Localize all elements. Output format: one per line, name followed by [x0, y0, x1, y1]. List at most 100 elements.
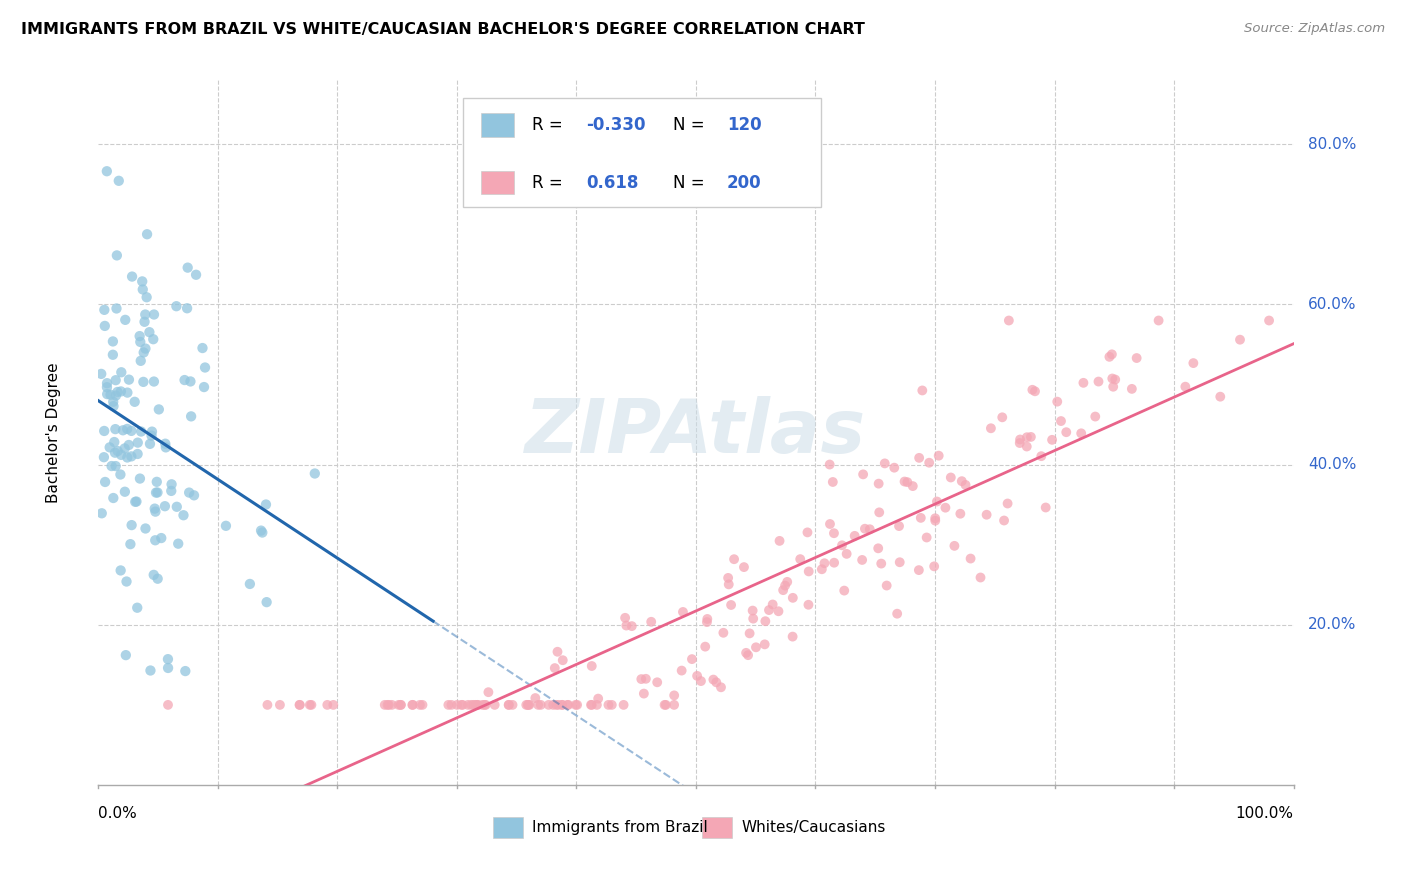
Point	[853, 522, 876, 536]
Point	[893, 475, 915, 489]
Point	[90, 367, 112, 381]
Point	[180, 409, 202, 424]
Point	[134, 521, 156, 535]
Point	[165, 299, 187, 313]
Point	[104, 422, 127, 436]
Point	[851, 553, 873, 567]
Point	[1010, 433, 1032, 447]
Text: 100.0%: 100.0%	[1236, 806, 1294, 822]
Point	[754, 614, 776, 628]
Text: 40.0%: 40.0%	[1308, 458, 1357, 472]
Point	[782, 630, 804, 644]
Point	[120, 424, 142, 438]
Point	[153, 499, 176, 513]
Point	[179, 485, 201, 500]
Point	[516, 698, 538, 712]
Point	[1084, 409, 1107, 424]
Text: Whites/Caucasians: Whites/Caucasians	[741, 820, 886, 835]
Point	[173, 373, 195, 387]
Point	[498, 698, 520, 712]
Point	[174, 664, 197, 678]
Point	[918, 456, 941, 470]
Point	[686, 669, 709, 683]
Point	[110, 467, 132, 482]
Point	[868, 505, 890, 519]
Point	[121, 518, 143, 533]
Point	[922, 559, 945, 574]
Point	[581, 698, 603, 712]
Point	[117, 385, 139, 400]
Point	[925, 494, 948, 508]
Point	[704, 675, 727, 690]
Point	[735, 646, 758, 660]
Point	[950, 474, 973, 488]
Point	[859, 522, 882, 536]
Point	[254, 498, 277, 512]
Point	[868, 476, 890, 491]
Point	[1209, 390, 1232, 404]
Point	[598, 698, 620, 712]
Point	[564, 698, 586, 712]
Point	[1021, 383, 1043, 397]
Point	[527, 698, 550, 712]
Point	[723, 552, 745, 566]
Point	[155, 441, 177, 455]
Point	[467, 698, 489, 712]
Point	[782, 591, 804, 605]
Point	[633, 687, 655, 701]
Point	[823, 526, 845, 541]
Point	[107, 444, 129, 458]
Point	[377, 698, 399, 712]
Point	[134, 308, 156, 322]
Point	[537, 698, 560, 712]
Point	[120, 450, 142, 464]
Point	[110, 384, 132, 399]
Point	[754, 637, 776, 651]
Point	[103, 394, 125, 409]
Point	[129, 425, 152, 439]
Point	[450, 698, 472, 712]
Point	[256, 698, 278, 712]
Point	[654, 698, 676, 712]
Point	[288, 698, 311, 712]
Text: R =: R =	[533, 174, 568, 192]
Point	[145, 485, 167, 500]
Point	[696, 612, 718, 626]
Point	[1008, 436, 1031, 450]
Point	[105, 301, 128, 316]
Point	[1046, 394, 1069, 409]
Point	[758, 603, 780, 617]
Point	[115, 574, 138, 589]
Point	[915, 531, 938, 545]
Point	[868, 541, 890, 556]
Point	[955, 478, 977, 492]
Point	[460, 698, 482, 712]
Point	[620, 619, 643, 633]
Text: Bachelor's Degree: Bachelor's Degree	[45, 362, 60, 503]
Point	[1101, 347, 1123, 361]
Point	[94, 475, 117, 489]
Point	[908, 450, 931, 465]
Point	[193, 380, 215, 394]
Point	[818, 516, 841, 531]
Text: N =: N =	[673, 174, 710, 192]
Point	[1229, 333, 1251, 347]
Point	[733, 560, 755, 574]
Point	[1054, 425, 1077, 440]
Point	[993, 514, 1015, 528]
Point	[93, 302, 115, 317]
Point	[167, 537, 190, 551]
Point	[821, 475, 844, 489]
Point	[517, 698, 540, 712]
Point	[143, 533, 166, 548]
Point	[104, 388, 127, 402]
Point	[304, 467, 326, 481]
Point	[127, 600, 149, 615]
Point	[908, 563, 931, 577]
Point	[773, 578, 796, 592]
Point	[146, 475, 169, 489]
Point	[100, 458, 122, 473]
Point	[546, 698, 568, 712]
Point	[316, 698, 339, 712]
Point	[557, 698, 579, 712]
